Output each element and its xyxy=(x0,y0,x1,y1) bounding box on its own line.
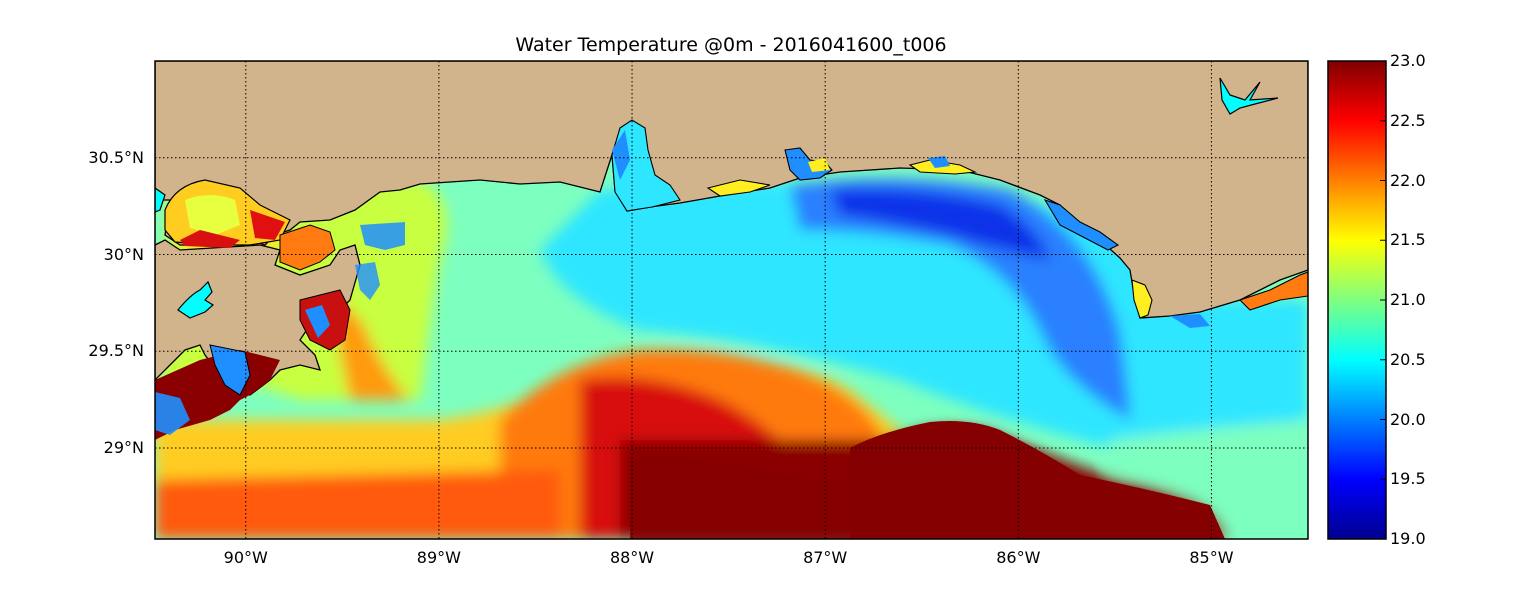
inland-waters xyxy=(155,77,1279,319)
colorbar-label: 19.5 xyxy=(1390,469,1426,489)
colorbar-label: 19.0 xyxy=(1390,529,1426,548)
map-title: Water Temperature @0m - 2016041600_t006 xyxy=(515,34,947,56)
colorbar xyxy=(1327,60,1387,540)
longitude-label: 88°W xyxy=(609,548,655,567)
colorbar-label: 21.0 xyxy=(1390,290,1426,309)
latitude-label: 29.5°N xyxy=(88,341,144,361)
coastal-bays xyxy=(611,119,1308,328)
colorbar-label: 22.0 xyxy=(1390,170,1426,190)
map-frame xyxy=(154,60,1309,540)
longitude-label: 85°W xyxy=(1189,548,1234,567)
longitude-label: 89°W xyxy=(416,548,461,567)
colorbar-label: 20.0 xyxy=(1390,409,1426,429)
latitude-label: 29°N xyxy=(103,438,144,458)
colorbar-label: 23.0 xyxy=(1390,51,1426,70)
gridlines xyxy=(155,61,1308,539)
longitude-label: 90°W xyxy=(223,548,268,567)
coastal-marsh xyxy=(155,179,405,440)
longitude-label: 87°W xyxy=(803,548,848,567)
latitude-label: 30°N xyxy=(103,244,144,264)
colorbar-label: 22.5 xyxy=(1390,110,1426,130)
map-area xyxy=(155,61,1308,539)
latitude-label: 30.5°N xyxy=(88,147,144,167)
colorbar-ticks xyxy=(1380,60,1386,540)
colorbar-label: 20.5 xyxy=(1390,349,1426,369)
colorbar-label: 21.5 xyxy=(1390,230,1426,250)
longitude-label: 86°W xyxy=(996,548,1041,567)
